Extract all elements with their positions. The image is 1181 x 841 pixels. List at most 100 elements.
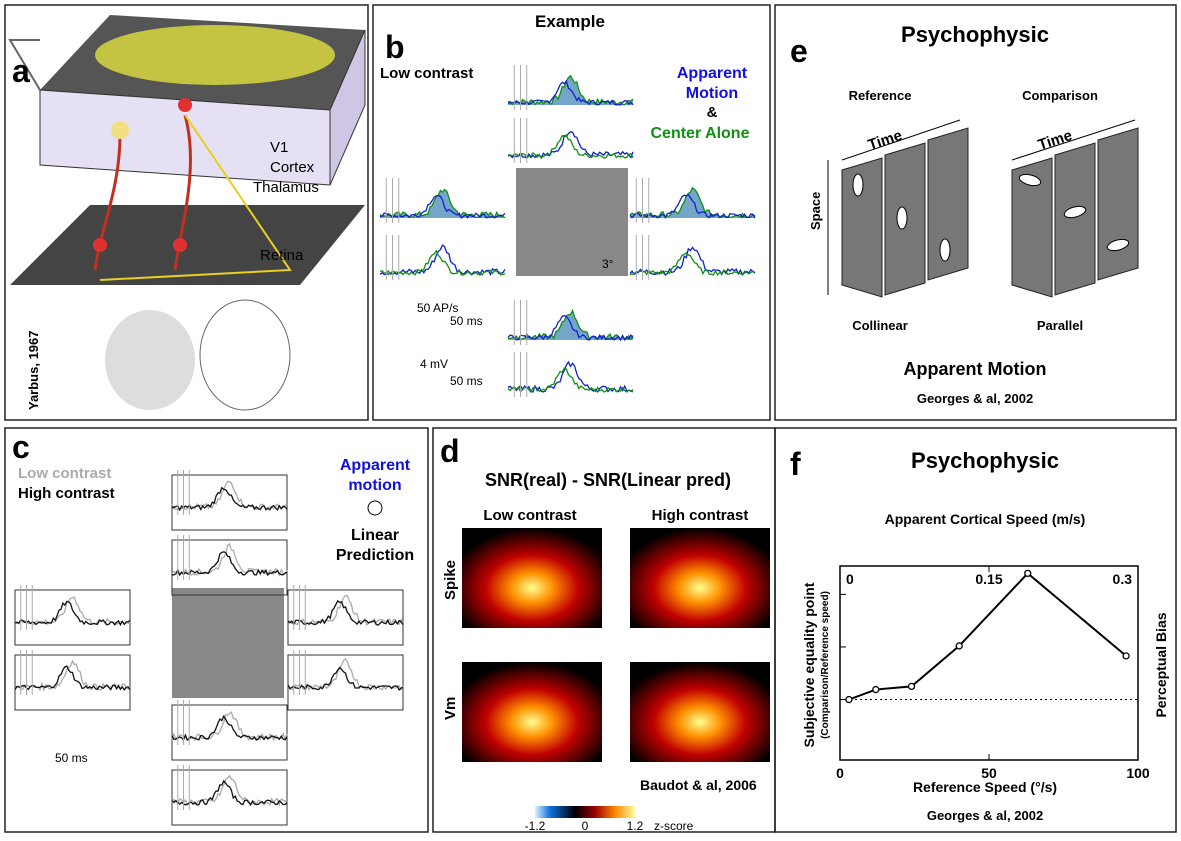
trace [171,779,288,807]
neuron [178,98,192,112]
neuron [111,121,129,139]
scale-label: 50 AP/s [417,301,458,315]
heatmap [630,528,770,628]
trace [14,659,131,692]
stimulus [516,168,628,276]
label: Cortex [270,159,315,176]
y-axis-label: Subjective equality point [801,582,817,747]
trace-box [287,654,404,711]
axis-label: Time [866,127,904,154]
panel-label: b [385,29,405,65]
title: SNR(real) - SNR(Linear pred) [485,470,731,490]
minus-sign [367,500,383,516]
trace [507,315,634,342]
time-arrow [1011,119,1136,161]
heatmap [462,528,602,628]
panel-label: e [790,33,808,69]
label: Thalamus [253,179,319,196]
trace [171,486,288,512]
frame [841,157,883,298]
citation: Yarbus, 1967 [26,331,41,411]
panel-label: d [440,433,460,469]
legend: motion [348,477,401,494]
legend: Prediction [336,547,414,564]
trace [379,249,506,276]
panel-label: c [12,429,30,465]
panel-a: a V1 Cortex Thalamus Retina Yarbus, 1967 [8,15,366,411]
label: Reference [849,88,912,103]
stimulus [172,588,284,698]
condition: High contrast [652,507,749,524]
plot-frame [839,565,1139,761]
colorbar-label: 1.2 [627,819,644,833]
x2-tick-label: 0 [846,571,854,587]
trace [171,551,288,577]
x-tick-label: 0 [836,765,844,781]
y-axis-sublabel: (Comparison/Reference speed) [820,591,831,739]
frame [1097,127,1139,281]
legend: Apparent [677,65,748,82]
trace [287,599,404,626]
panel-frame [4,4,369,421]
trace-area [508,310,633,340]
trace [287,666,404,691]
legend: Low contrast [18,465,111,482]
citation: Georges & al, 2002 [917,391,1033,406]
panel-label: a [12,53,30,89]
panel-frame [372,4,771,421]
trace [379,188,506,219]
trace-box [171,539,288,596]
point [872,685,880,694]
panel-e: e Psychophysic Reference Comparison Time… [790,22,1139,406]
trace [629,251,756,277]
trace [629,186,756,220]
point [1122,652,1130,660]
scale-label: 3° [602,257,614,271]
bar-stimulus [1018,173,1042,187]
trace [507,367,634,394]
title: Psychophysic [901,22,1049,47]
bust-image [105,310,195,410]
trace-area [380,189,505,218]
x-axis-label: Reference Speed (°/s) [913,779,1057,795]
cortex-side [329,29,366,186]
panel-frame [774,427,1177,833]
condition: Low contrast [483,507,576,524]
legend: Linear [351,527,399,544]
panel-label: f [790,446,801,482]
trace [379,194,506,219]
map [95,25,335,85]
trace [14,665,131,691]
trace-box [287,589,404,646]
legend: & [707,104,718,121]
heatmap [630,662,770,762]
legend: Center Alone [651,125,750,142]
time-arrow [841,119,961,161]
panel-f: f Psychophysic Apparent Cortical Speed (… [790,446,1169,823]
bar-stimulus [1063,205,1087,219]
axon [93,114,192,271]
colorbar-label: -1.2 [525,819,546,833]
trace [508,308,634,342]
bar-stimulus [1106,238,1130,252]
trace [507,134,634,159]
scale-label: 50 ms [450,374,483,388]
panel-frame [4,427,429,833]
trace [507,79,634,106]
row-label: Spike [442,560,459,600]
trace-box [14,654,131,711]
row-label: Vm [442,697,459,720]
neuron [173,238,187,252]
trace-box [14,589,131,646]
legend: High contrast [18,485,115,502]
trace [629,193,756,219]
scale-label: 50 ms [55,751,88,765]
label: Comparison [1022,88,1098,103]
label: Collinear [852,318,908,333]
panel-c: c Low contrast High contrast Apparent mo… [12,429,414,765]
colorbar-label: 0 [582,819,589,833]
x2-tick-label: 0.15 [975,571,1002,587]
scale-label: 50 ms [450,314,483,328]
panel-b: b Example Low contrast Apparent Motion &… [380,12,750,388]
